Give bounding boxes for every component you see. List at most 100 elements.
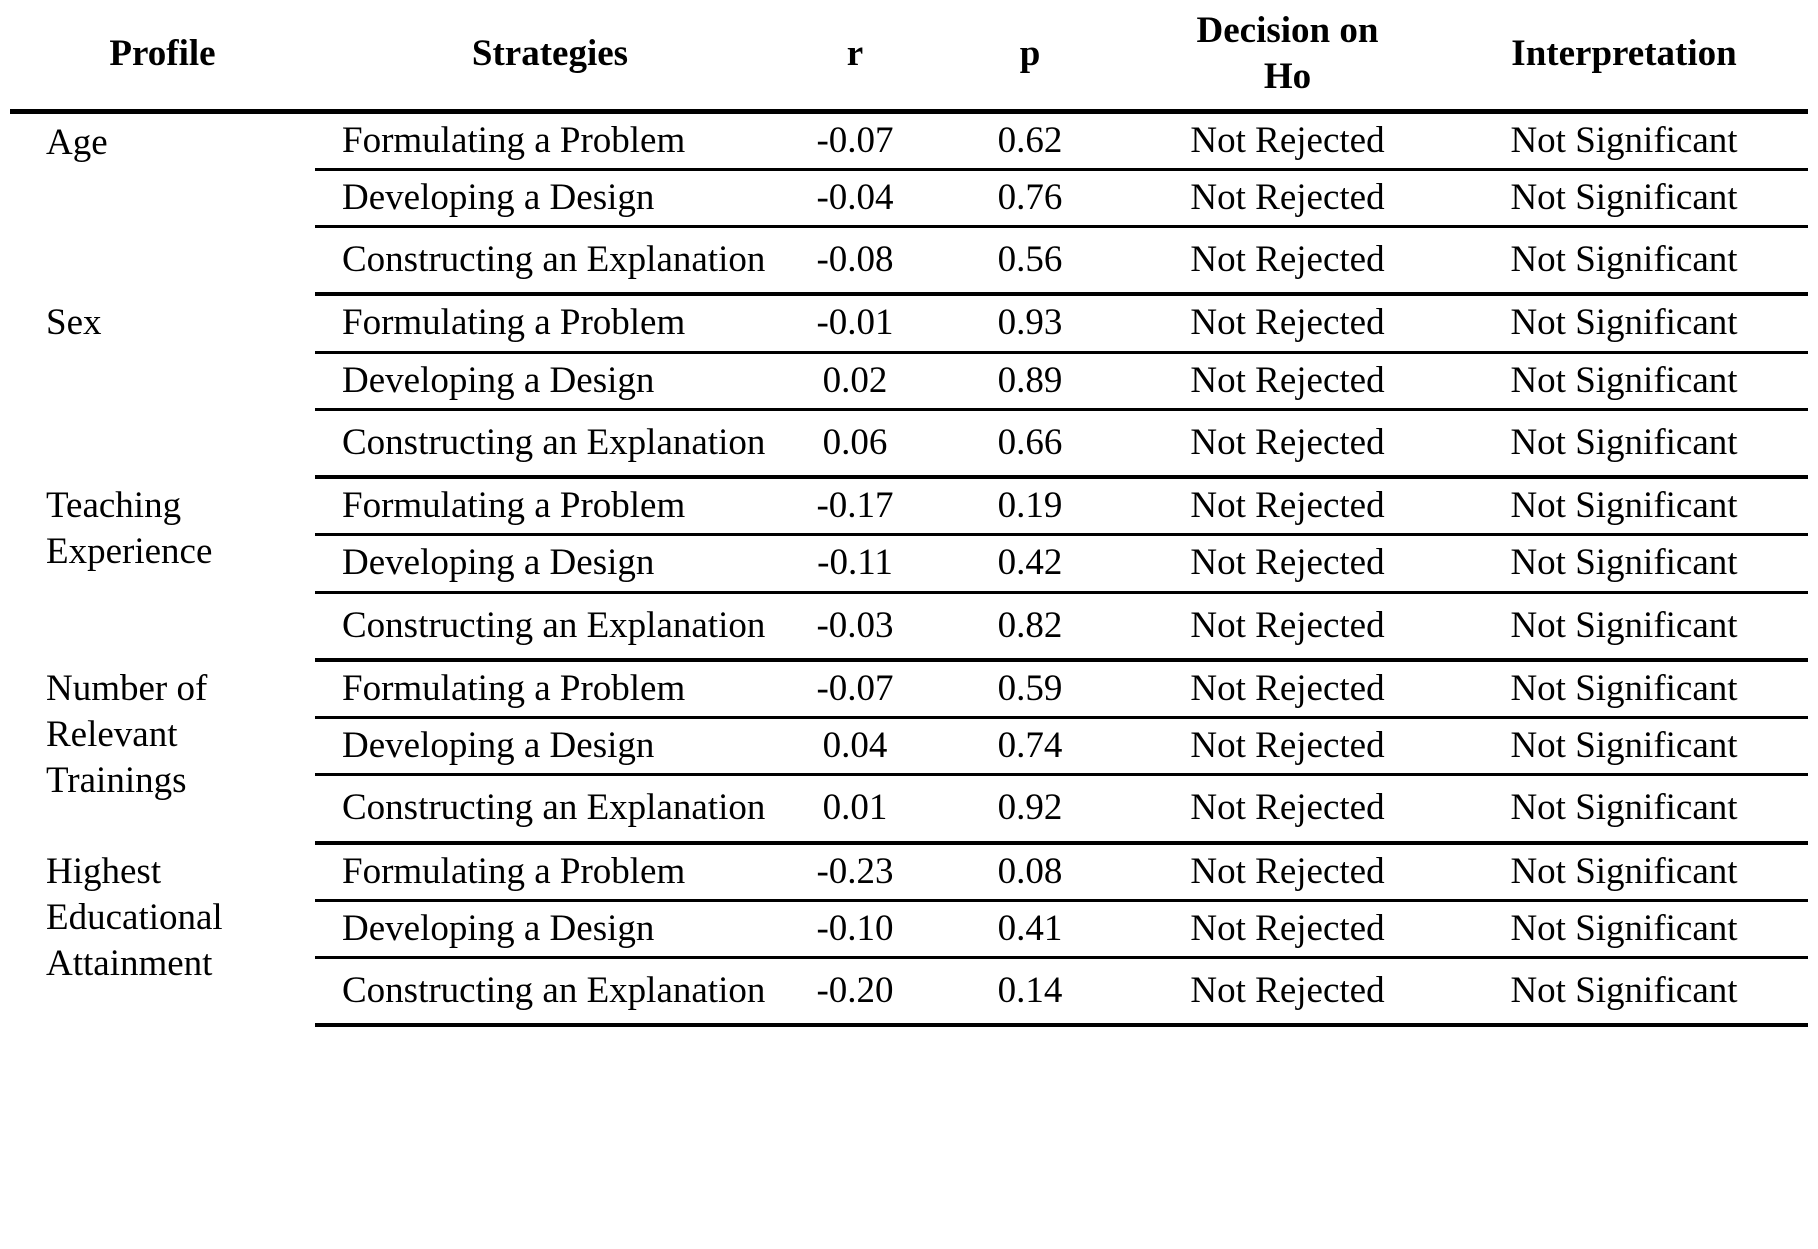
table-row: Developing a Design 0.04 0.74 Not Rejected N… — [10, 717, 1808, 777]
r-value-cell: -0.03 — [785, 592, 925, 662]
p-value-cell: 0.82 — [925, 592, 1135, 662]
p-value-cell: 0.92 — [925, 774, 1135, 845]
table-row: Constructing an Explanation 0.06 0.66 Not R… — [10, 409, 1808, 479]
decision-cell: Not Rejected — [1135, 717, 1440, 777]
p-value-cell: 0.14 — [925, 957, 1135, 1028]
r-value-cell: -0.07 — [785, 111, 925, 171]
interpretation-cell: Not Significant — [1440, 842, 1808, 902]
r-value-cell: 0.04 — [785, 717, 925, 777]
table-row: Developing a Design -0.11 0.42 Not Rejected… — [10, 534, 1808, 594]
p-value-cell: 0.08 — [925, 842, 1135, 902]
p-value-cell: 0.89 — [925, 352, 1135, 411]
table-row: Highest Educational Attainment Formulatin… — [10, 842, 1808, 984]
strategy-cell: Formulating a Problem — [315, 477, 785, 537]
interpretation-cell: Not Significant — [1440, 409, 1808, 479]
decision-cell: Not Rejected — [1135, 534, 1440, 594]
decision-cell: Not Rejected — [1135, 169, 1440, 229]
p-value-cell: 0.76 — [925, 169, 1135, 229]
interpretation-cell: Not Significant — [1440, 477, 1808, 537]
decision-cell: Not Rejected — [1135, 477, 1440, 537]
table-row: Sex Formulating a Problem -0.01 0.93 Not Rej… — [10, 294, 1808, 354]
strategy-cell: Formulating a Problem — [315, 294, 785, 354]
column-header-decision-label: Decision on Ho — [1196, 10, 1379, 98]
column-header-strategies: Strategies — [315, 0, 785, 114]
table-row: Constructing an Explanation -0.03 0.82 Not … — [10, 592, 1808, 662]
column-header-profile: Profile — [10, 0, 315, 114]
decision-cell: Not Rejected — [1135, 774, 1440, 845]
r-value-cell: 0.06 — [785, 409, 925, 479]
table-row: Constructing an Explanation -0.20 0.14 Not … — [10, 957, 1808, 1028]
interpretation-cell: Not Significant — [1440, 774, 1808, 845]
header-row: Profile Strategies r p Decision on Ho In… — [10, 0, 1808, 114]
decision-cell: Not Rejected — [1135, 659, 1440, 719]
profile-cell: Teaching Experience — [46, 485, 213, 573]
column-header-p: p — [925, 0, 1135, 114]
table-row: Developing a Design 0.02 0.89 Not Rejected N… — [10, 352, 1808, 411]
decision-cell: Not Rejected — [1135, 111, 1440, 171]
strategy-cell: Constructing an Explanation — [315, 409, 785, 479]
correlation-table: Profile Strategies r p Decision on Ho In… — [10, 0, 1808, 1028]
p-value-cell: 0.56 — [925, 226, 1135, 297]
decision-cell: Not Rejected — [1135, 352, 1440, 411]
strategy-cell: Constructing an Explanation — [315, 226, 785, 297]
r-value-cell: -0.10 — [785, 900, 925, 960]
r-value-cell: -0.08 — [785, 226, 925, 297]
p-value-cell: 0.93 — [925, 294, 1135, 354]
interpretation-cell: Not Significant — [1440, 226, 1808, 297]
decision-cell: Not Rejected — [1135, 226, 1440, 297]
table-row: Age Formulating a Problem -0.07 0.62 Not Rej… — [10, 111, 1808, 171]
p-value-cell: 0.59 — [925, 659, 1135, 719]
column-header-r: r — [785, 0, 925, 114]
strategy-cell: Developing a Design — [315, 900, 785, 960]
strategy-cell: Constructing an Explanation — [315, 592, 785, 662]
strategy-cell: Constructing an Explanation — [315, 957, 785, 1028]
table-row: Constructing an Explanation -0.08 0.56 Not … — [10, 226, 1808, 297]
decision-cell: Not Rejected — [1135, 294, 1440, 354]
strategy-cell: Developing a Design — [315, 717, 785, 777]
p-value-cell: 0.19 — [925, 477, 1135, 537]
profile-cell: Number of Relevant Trainings — [46, 667, 208, 802]
p-value-cell: 0.41 — [925, 900, 1135, 960]
interpretation-cell: Not Significant — [1440, 294, 1808, 354]
decision-cell: Not Rejected — [1135, 957, 1440, 1028]
profile-cell: Age — [46, 121, 108, 163]
profile-cell: Sex — [46, 302, 102, 344]
strategy-cell: Constructing an Explanation — [315, 774, 785, 845]
column-header-interpretation: Interpretation — [1440, 0, 1808, 114]
interpretation-cell: Not Significant — [1440, 169, 1808, 229]
interpretation-cell: Not Significant — [1440, 717, 1808, 777]
r-value-cell: -0.11 — [785, 534, 925, 594]
interpretation-cell: Not Significant — [1440, 592, 1808, 662]
interpretation-cell: Not Significant — [1440, 534, 1808, 594]
strategy-cell: Developing a Design — [315, 169, 785, 229]
strategy-cell: Formulating a Problem — [315, 659, 785, 719]
r-value-cell: -0.20 — [785, 957, 925, 1028]
table-row: Developing a Design -0.04 0.76 Not Rejected… — [10, 169, 1808, 229]
decision-cell: Not Rejected — [1135, 842, 1440, 902]
decision-cell: Not Rejected — [1135, 592, 1440, 662]
r-value-cell: -0.04 — [785, 169, 925, 229]
r-value-cell: -0.01 — [785, 294, 925, 354]
p-value-cell: 0.62 — [925, 111, 1135, 171]
r-value-cell: -0.07 — [785, 659, 925, 719]
r-value-cell: -0.23 — [785, 842, 925, 902]
r-value-cell: 0.01 — [785, 774, 925, 845]
table-row: Teaching Experience Formulating a Problem… — [10, 477, 1808, 572]
decision-cell: Not Rejected — [1135, 900, 1440, 960]
strategy-cell: Developing a Design — [315, 352, 785, 411]
interpretation-cell: Not Significant — [1440, 352, 1808, 411]
table-header: Profile Strategies r p Decision on Ho In… — [10, 0, 1808, 114]
decision-cell: Not Rejected — [1135, 409, 1440, 479]
p-value-cell: 0.74 — [925, 717, 1135, 777]
table-row: Number of Relevant Trainings Formulating … — [10, 659, 1808, 801]
p-value-cell: 0.42 — [925, 534, 1135, 594]
strategy-cell: Developing a Design — [315, 534, 785, 594]
interpretation-cell: Not Significant — [1440, 659, 1808, 719]
table-body: Age Formulating a Problem -0.07 0.62 Not Rej… — [10, 111, 1808, 1028]
column-header-decision: Decision on Ho — [1135, 0, 1440, 114]
interpretation-cell: Not Significant — [1440, 957, 1808, 1028]
table-row: Developing a Design -0.10 0.41 Not Rejected… — [10, 900, 1808, 960]
strategy-cell: Formulating a Problem — [315, 842, 785, 902]
interpretation-cell: Not Significant — [1440, 111, 1808, 171]
